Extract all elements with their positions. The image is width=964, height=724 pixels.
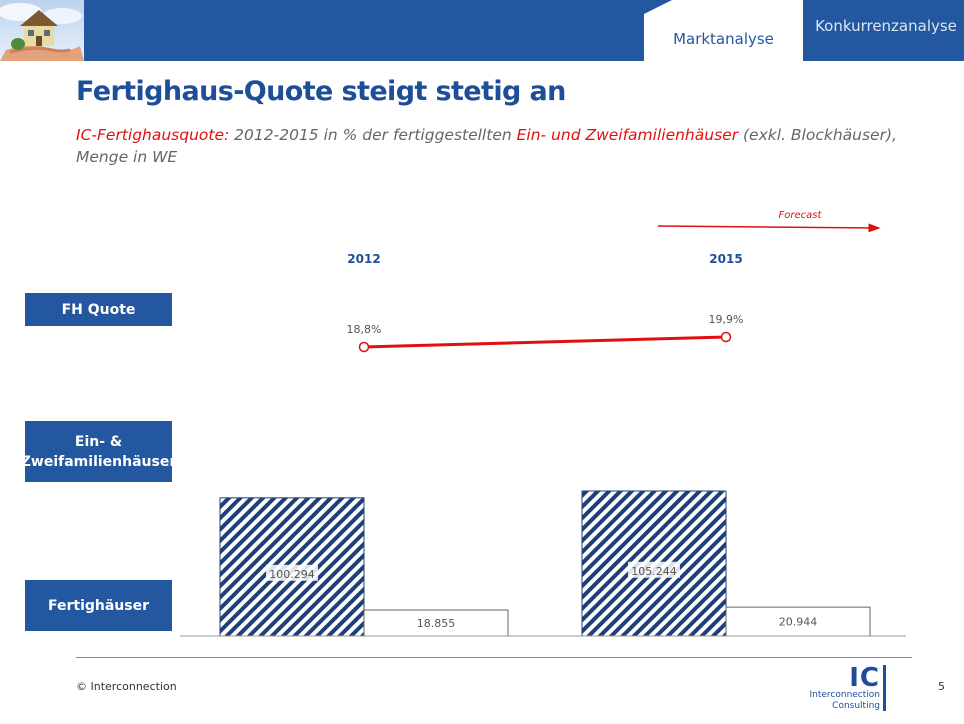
page-number: 5 xyxy=(938,680,945,693)
tab-konkurrenzanalyse-label: Konkurrenzanalyse xyxy=(815,17,957,35)
category-label-2015: 2015 xyxy=(709,252,742,266)
bar-fertighaeuser xyxy=(363,609,509,637)
tab-konkurrenzanalyse[interactable]: Konkurrenzanalyse xyxy=(805,0,964,61)
subtitle-part3: Ein- und Zweifamilienhäuser xyxy=(516,126,739,144)
tab-marktanalyse[interactable]: Marktanalyse xyxy=(644,0,803,61)
bar-data-label: 20.944 xyxy=(779,616,818,629)
quote-point xyxy=(358,341,370,353)
slide-subtitle: IC-Fertighausquote: 2012-2015 in % der f… xyxy=(76,124,906,168)
interconnection-logo: IC Interconnection Consulting xyxy=(806,663,886,713)
subtitle-part1: IC-Fertighausquote: xyxy=(76,126,230,144)
forecast-label: Forecast xyxy=(779,210,823,221)
footer-copyright: © Interconnection xyxy=(76,680,177,693)
bar-data-label: 18.855 xyxy=(417,617,456,630)
quote-line xyxy=(363,335,727,349)
quote-data-label: 19,9% xyxy=(709,313,744,326)
subtitle-part4: (exkl. Blockhäuser), Menge in WE xyxy=(76,126,897,166)
bar-fertighaeuser xyxy=(725,606,871,637)
tab-marktanalyse-label: Marktanalyse xyxy=(673,30,774,48)
subtitle-part2: 2012-2015 in % der fertiggestellten xyxy=(229,126,517,144)
logo-bar xyxy=(883,665,886,711)
bar-data-label: 100.294 xyxy=(269,568,315,581)
header-bar xyxy=(0,0,964,61)
slide-title: Fertighaus-Quote steigt stetig an xyxy=(76,76,566,107)
footer-divider xyxy=(76,657,912,658)
tab-fold-corner xyxy=(644,0,672,14)
row-label-fh-quote: FH Quote xyxy=(25,293,172,326)
logo-ic-letters: IC xyxy=(849,663,880,693)
category-label-2012: 2012 xyxy=(347,252,380,266)
quote-point xyxy=(720,331,732,343)
bar-data-label: 105.244 xyxy=(631,565,677,578)
quote-data-label: 18,8% xyxy=(347,323,382,336)
bar-label-background xyxy=(266,564,318,581)
logo-line1: Interconnection xyxy=(809,690,880,700)
forecast-arrow xyxy=(657,223,881,233)
row-label-fertighaeuser: Fertighäuser xyxy=(25,580,172,631)
row-label-efh: Ein- & Zweifamilienhäuser xyxy=(21,421,176,482)
logo-line2: Consulting xyxy=(832,701,880,711)
bar-label-background xyxy=(628,561,680,578)
house-logo-image xyxy=(0,0,84,61)
